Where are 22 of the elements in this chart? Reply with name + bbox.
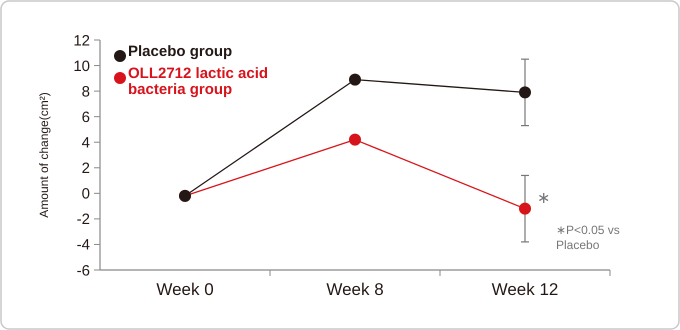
y-tick-label: 12	[73, 32, 90, 50]
y-tick-label: -4	[76, 236, 90, 254]
point	[349, 74, 361, 86]
point	[519, 86, 531, 98]
y-axis-title: Amount of change(cm²)	[37, 92, 51, 218]
y-tick-label: 0	[82, 186, 90, 203]
y-tick-label: 10	[73, 58, 90, 75]
legend-label: OLL2712 lactic acid bacteria group	[128, 65, 268, 98]
y-tick-label: -2	[76, 211, 90, 228]
y-tick-label: 4	[82, 134, 90, 152]
point	[349, 134, 361, 146]
legend-label: Placebo group	[128, 43, 232, 60]
annotation: ∗P<0.05 vs Placebo	[556, 223, 620, 252]
y-tick-label: 2	[82, 160, 90, 178]
y-tick-label: -6	[76, 262, 90, 280]
point	[519, 202, 531, 215]
annotation: ∗	[537, 190, 550, 207]
y-tick-label: 6	[82, 108, 90, 126]
x-tick-label: Week 12	[492, 280, 558, 299]
x-tick-label: Week 8	[326, 280, 384, 299]
y-tick-label: 8	[82, 83, 90, 100]
x-tick-label: Week 0	[156, 280, 214, 299]
